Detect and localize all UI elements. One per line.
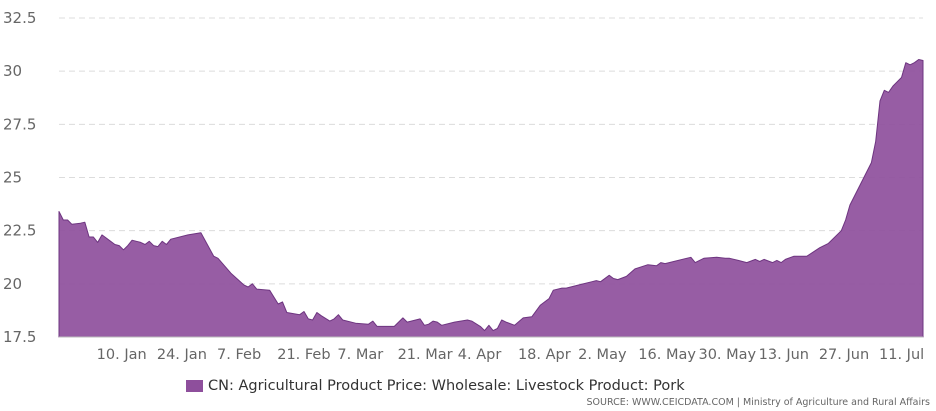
x-tick-label: 24. Jan	[157, 347, 207, 363]
y-axis: 17.5 20 22.5 25 27.5 30 32.5	[3, 9, 36, 346]
y-tick-label: 30	[3, 62, 22, 80]
y-tick-label: 32.5	[3, 9, 36, 27]
x-tick-label: 11. Jul	[879, 347, 924, 363]
y-tick-label: 22.5	[3, 222, 36, 240]
y-tick-label: 27.5	[3, 115, 36, 133]
source-note: SOURCE: WWW.CEICDATA.COM | Ministry of A…	[586, 397, 931, 408]
x-tick-label: 4. Apr	[458, 347, 502, 363]
x-tick-label: 21. Feb	[277, 347, 330, 363]
x-tick-label: 10. Jan	[97, 347, 147, 363]
y-tick-label: 17.5	[3, 328, 36, 346]
x-tick-label: 18. Apr	[518, 347, 571, 363]
x-tick-label: 7. Mar	[337, 347, 383, 363]
chart: 17.5 20 22.5 25 27.5 30 32.5 10. Jan 24. Jan 7. …	[3, 9, 925, 363]
legend-label: CN: Agricultural Product Price: Wholesal…	[208, 378, 685, 394]
x-tick-label: 16. May	[638, 347, 696, 363]
plot-area	[58, 59, 924, 338]
x-tick-label: 13. Jun	[759, 347, 809, 363]
legend[interactable]: CN: Agricultural Product Price: Wholesal…	[186, 376, 685, 396]
y-tick-label: 25	[3, 169, 22, 187]
series-area[interactable]	[58, 59, 924, 338]
legend-swatch	[186, 380, 203, 392]
x-tick-label: 27. Jun	[819, 347, 869, 363]
x-tick-label: 21. Mar	[398, 347, 453, 363]
x-tick-label: 2. May	[578, 347, 627, 363]
y-tick-label: 20	[3, 275, 22, 293]
x-tick-label: 7. Feb	[217, 347, 261, 363]
x-axis: 10. Jan 24. Jan 7. Feb 21. Feb 7. Mar 21. Mar…	[97, 347, 925, 363]
x-tick-label: 30. May	[698, 347, 756, 363]
